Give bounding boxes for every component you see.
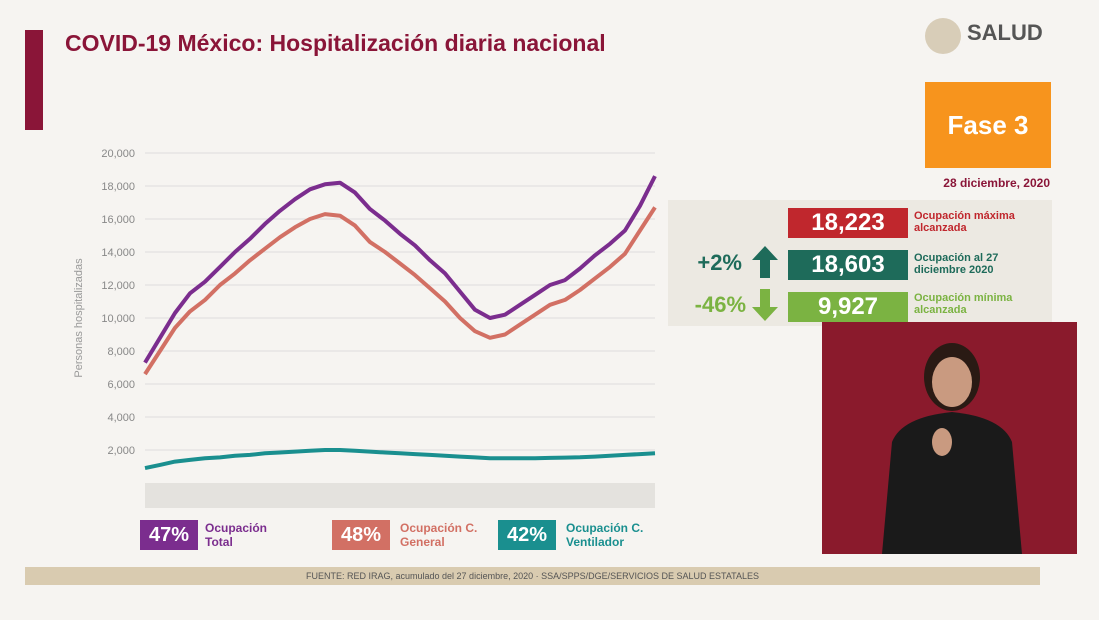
accent-bar (25, 30, 43, 130)
x-axis-band (145, 483, 655, 508)
date: 28 diciembre, 2020 (943, 176, 1050, 190)
arrow-up (752, 246, 778, 278)
y-tick-label: 12,000 (101, 280, 135, 292)
y-tick-label: 20,000 (101, 148, 135, 160)
series-line (143, 175, 657, 364)
y-axis-label: Personas hospitalizadas (73, 258, 85, 378)
stat-value: 18,223 (788, 208, 908, 238)
legend-label: Ocupación Total (205, 521, 268, 549)
y-tick-label: 14,000 (101, 247, 135, 259)
title: COVID-19 México: Hospitalización diaria … (65, 30, 606, 56)
legend-label: Ocupación C. General (400, 521, 478, 549)
stat-label: Ocupación al 27 diciembre 2020 (914, 252, 999, 276)
series-line (143, 206, 657, 376)
legend-pct: 47% (140, 520, 198, 550)
series-line (144, 448, 656, 471)
phase: Fase 3 (925, 82, 1051, 168)
y-tick-label: 6,000 (107, 379, 135, 391)
stat-change: +2% (697, 250, 742, 275)
stat-label: Ocupación mínima alcanzada (914, 292, 1013, 316)
legend-label: Ocupación C. Ventilador (566, 521, 644, 549)
y-tick-label: 8,000 (107, 346, 135, 358)
y-tick-label: 4,000 (107, 412, 135, 424)
y-tick-label: 2,000 (107, 445, 135, 457)
stat-value: 18,603 (788, 250, 908, 280)
y-tick-label: 16,000 (101, 214, 135, 226)
interpreter-video (822, 322, 1077, 554)
logo-emblem (925, 18, 961, 54)
legend-pct: 42% (498, 520, 556, 550)
y-tick-label: 10,000 (101, 313, 135, 325)
footer: FUENTE: RED IRAG, acumulado del 27 dicie… (25, 567, 1040, 585)
logo: SALUD (967, 20, 1043, 45)
stat-value: 9,927 (788, 292, 908, 322)
chart: 2,000 4,000 6,000 8,000 10,000 12,000 14,000 16… (73, 148, 657, 508)
arrow-down (752, 289, 778, 321)
stat-change: -46% (694, 292, 746, 317)
legend-pct: 48% (332, 520, 390, 550)
y-tick-label: 18,000 (101, 181, 135, 193)
stat-label: Ocupación máxima alcanzada (914, 210, 1015, 234)
